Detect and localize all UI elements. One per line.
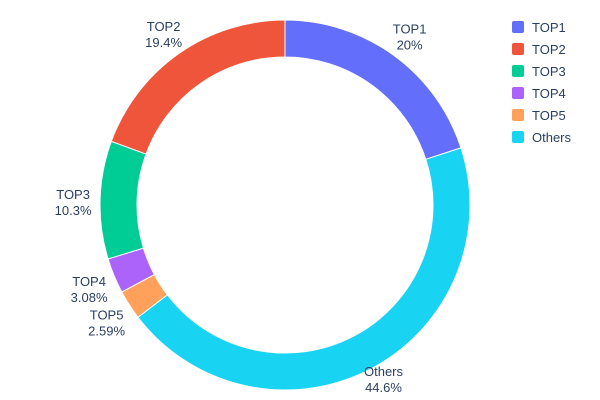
legend-swatch-TOP1 — [512, 21, 524, 33]
legend-item-Others[interactable]: Others — [512, 128, 571, 146]
legend-item-TOP5[interactable]: TOP5 — [512, 106, 571, 124]
legend-label: TOP3 — [532, 63, 566, 79]
legend-swatch-TOP3 — [512, 65, 524, 77]
legend-swatch-TOP2 — [512, 43, 524, 55]
legend-item-TOP3[interactable]: TOP3 — [512, 62, 571, 80]
legend-item-TOP2[interactable]: TOP2 — [512, 40, 571, 58]
slice-label-TOP2: TOP2 19.4% — [145, 19, 182, 50]
legend-label: TOP1 — [532, 19, 566, 35]
slice-label-Others: Others 44.6% — [364, 364, 404, 395]
legend-label: TOP4 — [532, 85, 566, 101]
legend-item-TOP4[interactable]: TOP4 — [512, 84, 571, 102]
slice-label-TOP3: TOP3 10.3% — [55, 187, 92, 218]
legend-label: Others — [532, 129, 572, 145]
legend-item-TOP1[interactable]: TOP1 — [512, 18, 571, 36]
slice-label-TOP4: TOP4 3.08% — [71, 274, 108, 305]
slice-label-TOP1: TOP1 20% — [393, 22, 427, 53]
pie-slice-TOP1[interactable] — [284, 19, 462, 160]
legend-swatch-TOP4 — [512, 87, 524, 99]
legend-swatch-TOP5 — [512, 109, 524, 121]
slice-label-TOP5: TOP5 2.59% — [88, 308, 125, 339]
legend-swatch-Others — [512, 131, 524, 143]
legend: TOP1 TOP2 TOP3 TOP4 TOP5 Others — [512, 18, 571, 146]
pie-slice-TOP3[interactable] — [99, 140, 147, 260]
legend-label: TOP2 — [532, 41, 566, 57]
legend-label: TOP5 — [532, 107, 566, 123]
pie-slice-TOP2[interactable] — [110, 19, 286, 155]
pie-slice-Others[interactable] — [137, 147, 471, 391]
